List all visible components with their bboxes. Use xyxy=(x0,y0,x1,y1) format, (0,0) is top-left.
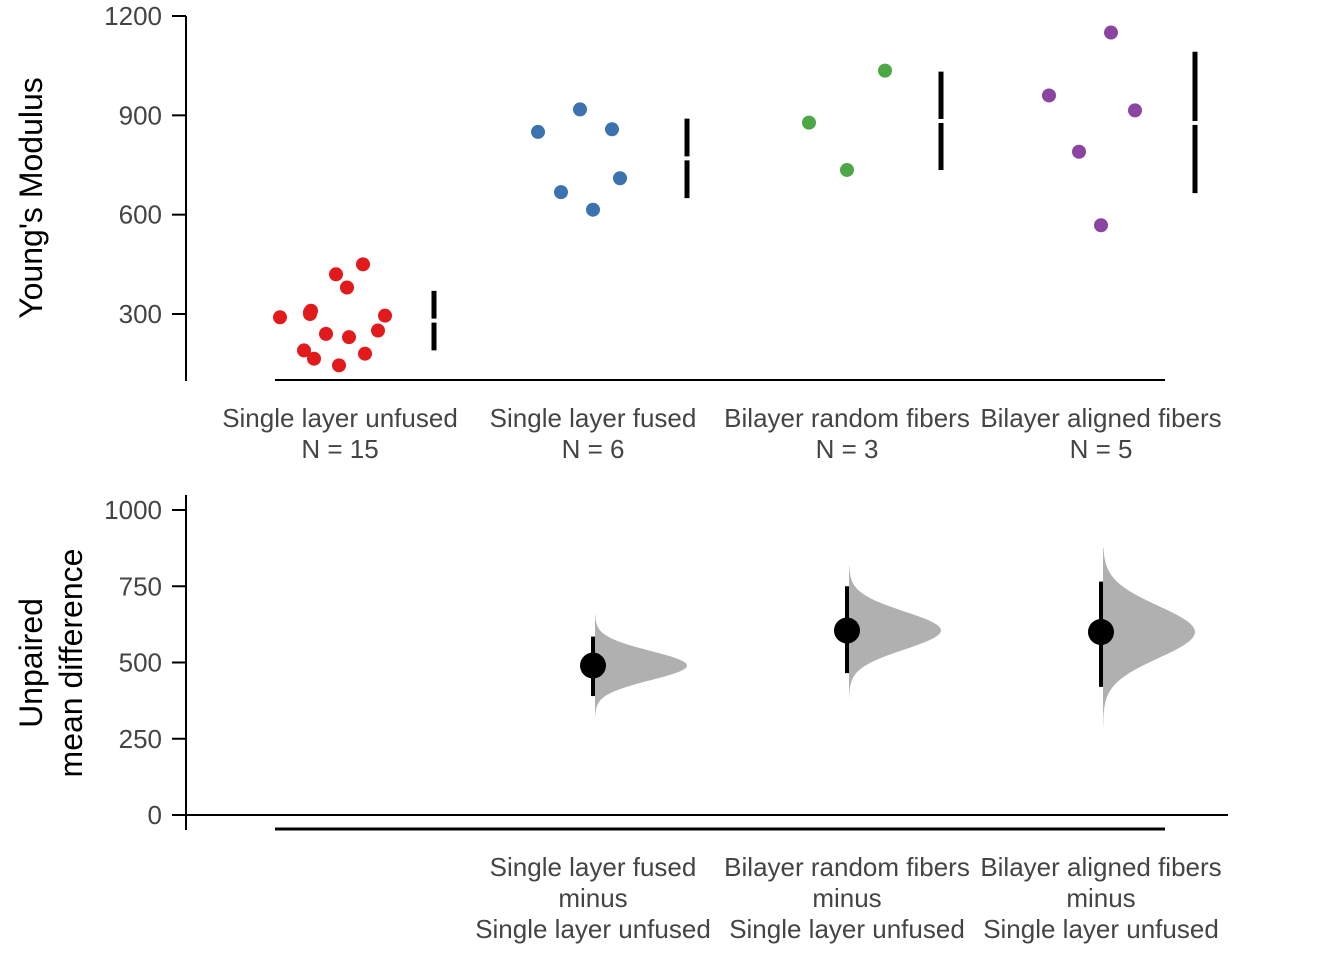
data-point xyxy=(297,343,311,358)
bootstrap-distribution xyxy=(1103,548,1195,730)
y-tick-label: 750 xyxy=(119,571,162,601)
bootstrap-distribution xyxy=(595,613,687,716)
y-tick-label: 0 xyxy=(148,800,162,830)
data-point xyxy=(531,124,545,139)
data-point xyxy=(840,162,854,177)
data-point xyxy=(307,351,321,366)
y-tick-label: 300 xyxy=(119,299,162,329)
data-point xyxy=(1072,144,1086,159)
y-axis-label-line: mean difference xyxy=(53,549,89,778)
data-point xyxy=(573,102,587,117)
data-point xyxy=(329,267,343,282)
bootstrap-distribution xyxy=(849,565,941,698)
mean-difference-point xyxy=(580,652,606,679)
mean-gap-marker xyxy=(431,318,437,323)
data-point xyxy=(358,346,372,361)
data-point xyxy=(1042,88,1056,103)
data-point xyxy=(378,308,392,323)
x-category-label: Bilayer aligned fibers xyxy=(980,403,1221,433)
x-category-label: Single layer unfused xyxy=(222,403,458,433)
data-point xyxy=(878,63,892,78)
data-point xyxy=(605,122,619,137)
mean-gap-marker xyxy=(938,118,944,123)
comparison-label-line: Single layer unfused xyxy=(475,914,711,944)
data-point xyxy=(371,323,385,338)
data-point xyxy=(356,257,370,272)
data-point xyxy=(554,185,568,200)
comparison-label-line: minus xyxy=(558,883,627,913)
x-sample-size-label: N = 6 xyxy=(562,434,625,464)
x-category-label: Bilayer random fibers xyxy=(724,403,970,433)
data-point xyxy=(1094,218,1108,233)
x-sample-size-label: N = 15 xyxy=(301,434,378,464)
y-tick-label: 250 xyxy=(119,724,162,754)
comparison-label-line: Single layer unfused xyxy=(729,914,965,944)
comparison-label-line: Single layer fused xyxy=(490,852,697,882)
data-point xyxy=(342,330,356,345)
data-point xyxy=(273,310,287,325)
y-tick-label: 600 xyxy=(119,200,162,230)
data-point xyxy=(1104,25,1118,40)
data-point xyxy=(303,305,317,320)
mean-gap-marker xyxy=(684,156,690,161)
observed-values-panel: 300 600 900 1200 Young's Modulus Single layer… xyxy=(13,1,1222,464)
mean-gap-marker xyxy=(1192,120,1198,125)
data-point xyxy=(586,202,600,217)
data-point xyxy=(613,171,627,186)
x-sample-size-label: N = 5 xyxy=(1070,434,1133,464)
mean-difference-panel: 0 250 500 750 1000 Unpaired mean difference Sin… xyxy=(13,495,1228,944)
x-category-label: Single layer fused xyxy=(490,403,697,433)
x-sample-size-label: N = 3 xyxy=(816,434,879,464)
data-point xyxy=(1128,103,1142,118)
comparison-label-line: Bilayer aligned fibers xyxy=(980,852,1221,882)
comparison-label-line: minus xyxy=(812,883,881,913)
comparison-label-line: Single layer unfused xyxy=(983,914,1219,944)
comparison-label-line: minus xyxy=(1066,883,1135,913)
data-point xyxy=(802,115,816,130)
data-point xyxy=(319,326,333,341)
data-point xyxy=(332,358,346,373)
comparison-label-line: Bilayer random fibers xyxy=(724,852,970,882)
mean-difference-point xyxy=(834,617,860,644)
y-tick-label: 500 xyxy=(119,648,162,678)
mean-difference-point xyxy=(1088,619,1114,645)
y-tick-label: 1000 xyxy=(104,495,162,525)
data-point xyxy=(340,280,354,295)
y-tick-label: 1200 xyxy=(104,1,162,31)
y-tick-label: 900 xyxy=(119,100,162,130)
y-axis-label: Young's Modulus xyxy=(13,77,49,319)
y-axis-label: Unpaired mean difference xyxy=(13,549,89,778)
y-axis-label-line: Unpaired xyxy=(13,598,49,728)
